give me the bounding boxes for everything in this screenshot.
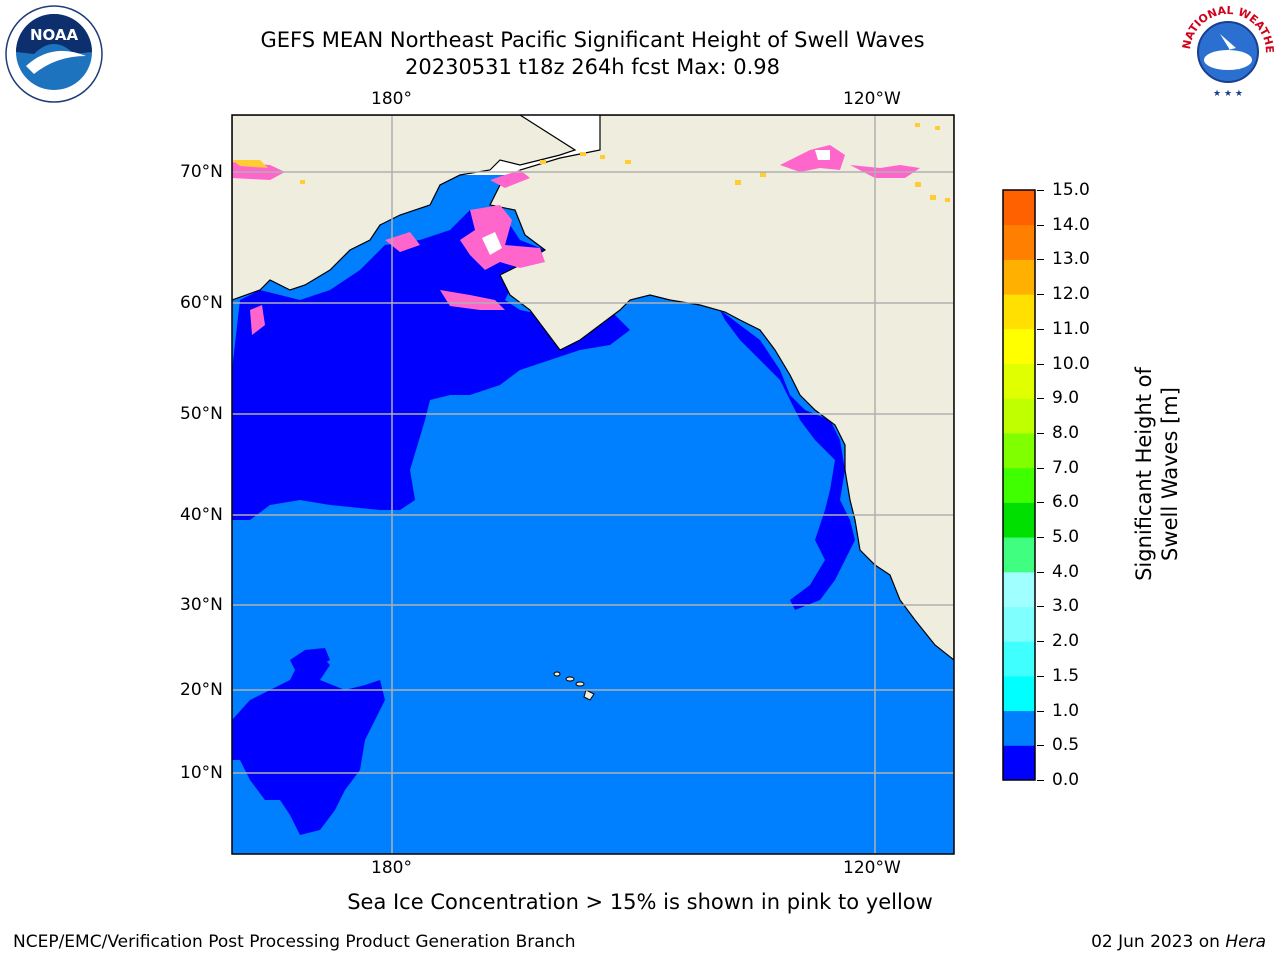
- colorbar-tick-label: 1.0: [1052, 700, 1080, 721]
- colorbar-segment: [1003, 745, 1035, 781]
- colorbar-tick: [1037, 502, 1044, 504]
- sea-ice-note-text: Sea Ice Concentration > 15% is shown in …: [347, 890, 933, 914]
- colorbar-segment: [1003, 328, 1035, 365]
- lat-label-40n: 40°N: [180, 505, 223, 525]
- colorbar-tick-label: 0.0: [1052, 770, 1080, 790]
- colorbar-tick-label: 14.0: [1052, 214, 1090, 235]
- colorbar-segment: [1003, 294, 1035, 330]
- colorbar-tick-label: 6.0: [1052, 492, 1080, 513]
- chart-subtitle: 20230531 t18z 264h fcst Max: 0.98: [405, 55, 780, 79]
- colorbar-segment: [1003, 467, 1035, 503]
- ocean-low-southwest: [232, 655, 385, 835]
- colorbar-tick: [1037, 259, 1044, 261]
- colorbar-tick-label: 8.0: [1052, 422, 1080, 443]
- colorbar: [1002, 189, 1036, 781]
- footer-host: Hera: [1225, 932, 1266, 952]
- colorbar-tick: [1037, 224, 1044, 226]
- colorbar-tick: [1037, 606, 1044, 608]
- lon-label-top-120w: 120°W: [843, 89, 901, 109]
- colorbar-frame: [1002, 189, 1036, 781]
- colorbar-tick-label: 3.0: [1052, 596, 1080, 617]
- lat-label-70n: 70°N: [180, 162, 223, 182]
- land-asia: [232, 115, 577, 301]
- colorbar-segment: [1003, 363, 1035, 399]
- lat-label-50n: 50°N: [180, 404, 223, 424]
- colorbar-tick: [1037, 432, 1044, 434]
- lat-label-10n: 10°N: [180, 763, 223, 783]
- colorbar-tick: [1037, 780, 1044, 781]
- colorbar-tick-label: 10.0: [1052, 353, 1090, 374]
- sea-ice: [232, 123, 950, 335]
- colorbar-title: Significant Height of Swell Waves [m]: [1132, 367, 1182, 581]
- colorbar-tick-label: 1.5: [1052, 665, 1080, 686]
- noaa-logo-text: NOAA: [30, 26, 79, 44]
- graticule: [232, 115, 954, 854]
- footer-date-text: 02 Jun 2023 on: [1091, 932, 1226, 952]
- colorbar-tick: [1037, 328, 1044, 330]
- colorbar-tick-label: 13.0: [1052, 249, 1090, 270]
- colorbar-segment: [1003, 432, 1035, 469]
- colorbar-segment: [1003, 190, 1035, 226]
- map-frame: [231, 114, 955, 855]
- colorbar-tick-label: 0.5: [1052, 735, 1080, 756]
- colorbar-segment: [1003, 259, 1035, 295]
- colorbar-tick-label: 11.0: [1052, 318, 1090, 339]
- colorbar-tick: [1037, 641, 1044, 643]
- colorbar-tick-label: 7.0: [1052, 457, 1080, 478]
- ocean-low-coast: [720, 310, 855, 610]
- lat-label-30n: 30°N: [180, 595, 223, 615]
- colorbar-tick: [1037, 571, 1044, 573]
- colorbar-segment: [1003, 641, 1035, 677]
- lon-label-bottom-120w: 120°W: [843, 858, 901, 878]
- colorbar-segment: [1003, 710, 1035, 746]
- ocean-low-north: [232, 210, 630, 520]
- colorbar-tick-label: 12.0: [1052, 284, 1090, 305]
- lat-label-60n: 60°N: [180, 293, 223, 313]
- colorbar-tick: [1037, 190, 1044, 191]
- lat-label-20n: 20°N: [180, 680, 223, 700]
- colorbar-tick-label: 5.0: [1052, 527, 1080, 548]
- lon-label-bottom-180: 180°: [371, 858, 412, 878]
- colorbar-tick: [1037, 294, 1044, 296]
- hawaii-islands: [553, 671, 595, 701]
- colorbar-tick: [1037, 467, 1044, 469]
- colorbar-segment: [1003, 398, 1035, 434]
- lon-label-top-180: 180°: [371, 89, 412, 109]
- footer-date: 02 Jun 2023 on Hera: [1091, 932, 1266, 952]
- colorbar-segment: [1003, 606, 1035, 642]
- svg-text:★ ★ ★: ★ ★ ★: [1213, 89, 1243, 99]
- national-weather-service-logo: NATIONAL WEATHER SERVICE ★ ★ ★: [1176, 0, 1276, 99]
- colorbar-segment: [1003, 224, 1035, 260]
- noaa-logo: NOAA: [5, 5, 103, 103]
- colorbar-segment: [1003, 571, 1035, 607]
- colorbar-tick: [1037, 398, 1044, 400]
- footer-credit: NCEP/EMC/Verification Post Processing Pr…: [13, 932, 576, 952]
- colorbar-tick: [1037, 745, 1044, 747]
- colorbar-segment: [1003, 675, 1035, 712]
- colorbar-tick-label: 9.0: [1052, 388, 1080, 409]
- sea-ice-note: Sea Ice Concentration > 15% is shown in …: [0, 890, 1280, 914]
- colorbar-tick-label: 4.0: [1052, 561, 1080, 582]
- colorbar-tick: [1037, 537, 1044, 539]
- colorbar-segment: [1003, 502, 1035, 538]
- colorbar-tick-label: 2.0: [1052, 631, 1080, 652]
- colorbar-tick: [1037, 710, 1044, 712]
- colorbar-tick: [1037, 363, 1044, 365]
- colorbar-tick-label: 15.0: [1052, 180, 1090, 200]
- colorbar-tick: [1037, 675, 1044, 677]
- chart-title: GEFS MEAN Northeast Pacific Significant …: [260, 28, 925, 52]
- colorbar-segment: [1003, 537, 1035, 573]
